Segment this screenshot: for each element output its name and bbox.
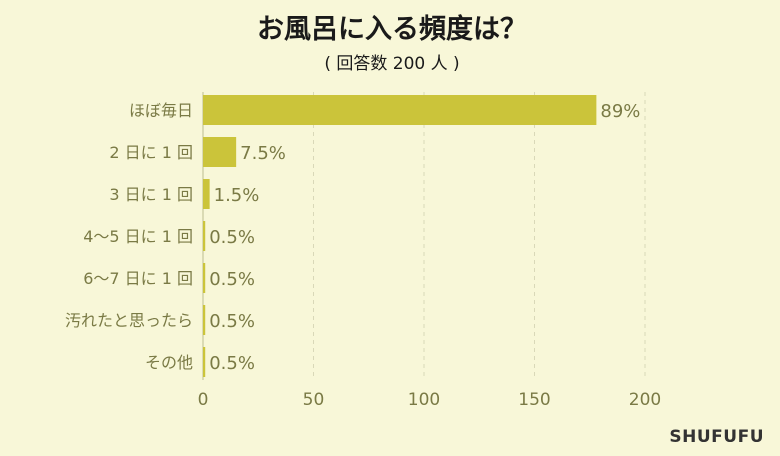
bar <box>203 347 206 377</box>
x-tick-label: 200 <box>629 390 661 410</box>
bar <box>203 305 206 335</box>
x-axis-ticks: 0 50 100 150 200 <box>198 390 662 410</box>
bar <box>203 179 210 209</box>
x-tick-label: 50 <box>303 390 325 410</box>
x-tick-label: 150 <box>518 390 550 410</box>
data-label: 0.5% <box>209 269 255 290</box>
category-label: ほぼ毎日 <box>129 101 193 120</box>
bar <box>203 221 206 251</box>
brand-logo: SHUFUFU <box>669 427 764 447</box>
x-tick-label: 0 <box>198 390 209 410</box>
data-label: 89% <box>600 101 640 122</box>
category-label: 3 日に 1 回 <box>109 185 193 204</box>
bar <box>203 137 237 167</box>
x-tick-label: 100 <box>408 390 440 410</box>
data-label: 7.5% <box>240 143 286 164</box>
data-label: 0.5% <box>209 227 255 248</box>
category-label: 汚れたと思ったら <box>65 311 193 330</box>
category-label: 2 日に 1 回 <box>109 143 193 162</box>
labels: ほぼ毎日 89% 2 日に 1 回 7.5% 3 日に 1 回 1.5% 4〜5 日に 1 … <box>65 101 640 374</box>
data-label: 0.5% <box>209 353 255 374</box>
category-label: その他 <box>145 353 193 372</box>
bars <box>203 95 597 377</box>
chart-title: お風呂に入る頻度は？ <box>257 13 527 45</box>
bar <box>203 95 597 125</box>
data-label: 0.5% <box>209 311 255 332</box>
category-label: 6〜7 日に 1 回 <box>83 269 193 288</box>
category-label: 4〜5 日に 1 回 <box>83 227 193 246</box>
chart-subtitle: ( 回答数 200 人 ) <box>324 54 459 74</box>
data-label: 1.5% <box>214 185 260 206</box>
bar <box>203 263 206 293</box>
grid <box>202 92 646 380</box>
